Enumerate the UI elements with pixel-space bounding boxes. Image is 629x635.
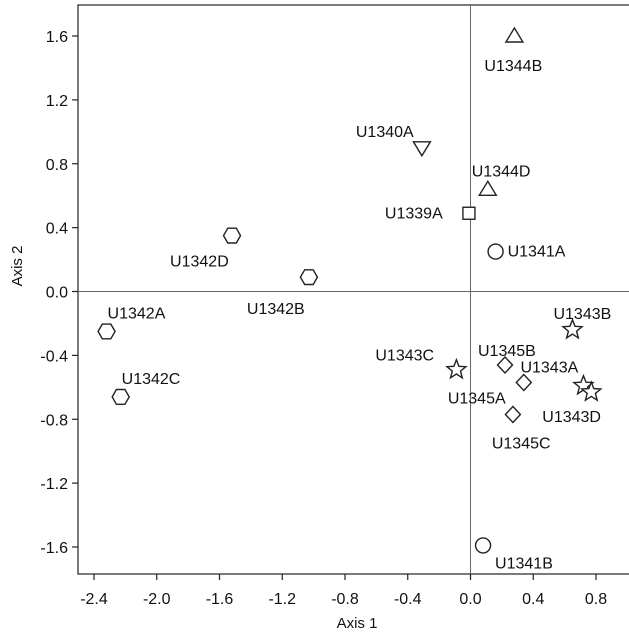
y-tick-label: -0.4 <box>40 348 68 365</box>
x-tick-label: -0.8 <box>331 591 359 608</box>
triangle-down-marker <box>412 141 432 158</box>
data-points <box>97 26 603 554</box>
x-tick-label: -0.4 <box>394 591 422 608</box>
hexagon-marker <box>97 323 116 340</box>
star-marker <box>561 317 584 340</box>
zero-reference-lines <box>78 5 629 574</box>
y-tick-label: -0.8 <box>40 412 68 429</box>
x-axis: -2.4 -2.0 -1.6 -1.2 -0.8 -0.4 0.0 0.4 0.8 <box>80 574 607 608</box>
point-label: U1340A <box>356 124 414 141</box>
point-label: U1341B <box>495 555 553 572</box>
circle-marker <box>474 537 492 554</box>
x-tick-label: -1.2 <box>268 591 296 608</box>
y-tick-label: 0.0 <box>46 285 68 302</box>
hexagon-marker <box>111 388 131 405</box>
diamond-marker <box>515 373 533 392</box>
x-tick-label: -2.4 <box>80 591 108 608</box>
x-tick-label: -2.0 <box>143 591 171 608</box>
y-tick-label: 1.2 <box>46 93 68 110</box>
y-tick-label: 1.6 <box>46 29 68 46</box>
point-label: U1342C <box>122 371 181 388</box>
point-label: U1342D <box>170 254 229 271</box>
point-label: U1343C <box>375 348 434 365</box>
star-marker <box>579 380 603 402</box>
point-label: U1341A <box>508 244 566 261</box>
hexagon-marker <box>299 269 319 286</box>
point-label: U1342B <box>247 301 305 318</box>
point-label: U1343D <box>542 409 601 426</box>
diamond-marker <box>504 405 522 424</box>
y-tick-label: -1.2 <box>40 476 68 493</box>
point-label: U1339A <box>385 205 443 222</box>
point-label: U1345C <box>492 435 551 452</box>
point-label: U1343A <box>520 360 578 377</box>
x-tick-label: 0.0 <box>459 591 481 608</box>
point-label: U1345A <box>448 391 506 408</box>
diamond-marker <box>496 355 514 375</box>
y-axis-title: Axis 2 <box>9 246 26 287</box>
point-label: U1342A <box>108 305 166 322</box>
triangle-up-marker <box>478 179 498 197</box>
plot-frame <box>77 4 629 575</box>
point-label: U1343B <box>553 306 611 323</box>
hexagon-marker <box>222 227 242 244</box>
x-tick-label: 0.4 <box>522 591 544 608</box>
x-tick-label: -1.6 <box>206 591 234 608</box>
point-labels: U1344B U1340A U1344D U1339A U1341A U1342D U134… <box>108 58 612 572</box>
y-axis: 1.6 1.2 0.8 0.4 0.0 -0.4 -0.8 -1.2 -1.6 <box>40 29 78 557</box>
y-tick-label: -1.6 <box>40 540 68 557</box>
star-marker <box>445 357 468 380</box>
y-tick-label: 0.4 <box>46 221 68 238</box>
square-marker <box>462 206 476 220</box>
x-axis-title: Axis 1 <box>337 615 378 632</box>
x-tick-label: 0.8 <box>585 591 607 608</box>
point-label: U1345B <box>478 343 536 360</box>
point-label: U1344D <box>472 163 531 180</box>
point-label: U1344B <box>484 58 542 75</box>
circle-marker <box>487 243 504 260</box>
triangle-up-marker <box>504 26 525 43</box>
y-tick-label: 0.8 <box>46 157 68 174</box>
